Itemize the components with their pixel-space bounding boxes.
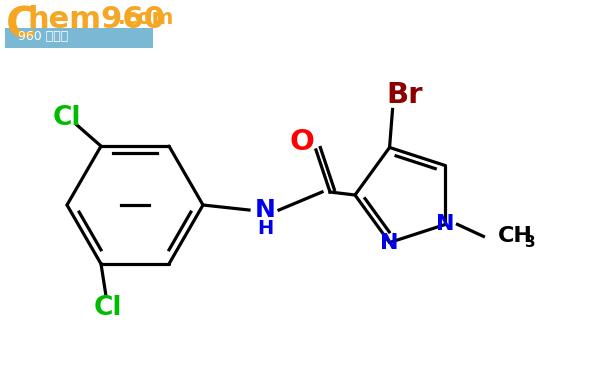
- Text: C: C: [6, 5, 37, 47]
- Text: CH: CH: [497, 226, 532, 246]
- Text: Cl: Cl: [53, 105, 81, 131]
- Text: N: N: [436, 214, 455, 234]
- FancyBboxPatch shape: [5, 28, 153, 48]
- Text: Cl: Cl: [94, 295, 122, 321]
- Text: H: H: [257, 219, 273, 237]
- Text: N: N: [255, 198, 275, 222]
- Text: 3: 3: [526, 235, 536, 250]
- Text: Br: Br: [387, 81, 423, 110]
- Text: N: N: [381, 232, 399, 252]
- Text: O: O: [290, 128, 315, 156]
- Text: .com: .com: [118, 8, 174, 28]
- Text: 960 化工网: 960 化工网: [18, 30, 68, 43]
- Text: hem960: hem960: [28, 5, 166, 34]
